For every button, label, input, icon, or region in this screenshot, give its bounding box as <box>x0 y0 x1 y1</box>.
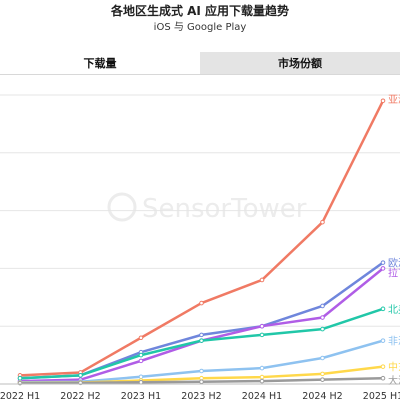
series-line <box>19 307 384 380</box>
data-point <box>199 379 204 384</box>
x-tick-label: 2023 H1 <box>121 391 161 400</box>
data-point <box>138 352 144 358</box>
data-point <box>259 323 265 329</box>
data-point <box>78 373 83 378</box>
tab-downloads[interactable]: 下载量 <box>0 52 200 74</box>
metric-tabs: 下载量 市场份额 <box>0 52 400 75</box>
series-label: 北美 <box>388 303 400 316</box>
data-point <box>380 98 386 104</box>
data-point <box>138 335 144 341</box>
series-lines <box>17 98 386 386</box>
series-label: 中东 <box>388 361 400 374</box>
data-point <box>259 374 265 380</box>
series-label: 大洋洲 <box>388 374 400 387</box>
data-point <box>259 332 265 338</box>
watermark: SensorTower <box>107 192 307 224</box>
x-tick-label: 2022 H1 <box>0 391 40 400</box>
series-label: 亚洲 <box>388 94 400 106</box>
x-tick-label: 2024 H2 <box>302 391 342 400</box>
watermark-logo-icon <box>107 192 137 222</box>
chart-subtitle: iOS 与 Google Play <box>153 22 247 33</box>
data-point <box>380 375 386 381</box>
series-label: 非洲 <box>388 336 400 348</box>
data-point <box>380 266 386 271</box>
series-line <box>19 261 384 380</box>
line-chart: SensorTower 亚洲欧洲拉丁美洲北美非洲中东大洋洲 2022 H1202… <box>0 94 400 400</box>
data-point <box>320 315 325 320</box>
data-point <box>380 364 386 369</box>
data-point <box>199 332 204 338</box>
data-point <box>138 358 144 364</box>
data-point <box>320 303 325 309</box>
data-point <box>380 338 386 343</box>
data-point <box>320 377 325 382</box>
x-tick-label: 2025 H1 <box>363 391 400 400</box>
data-point <box>320 371 325 377</box>
x-tick-label: 2022 H2 <box>60 391 100 400</box>
data-point <box>199 338 204 343</box>
series-label: 拉丁美洲 <box>388 266 400 279</box>
tab-market-share[interactable]: 市场份额 <box>200 52 400 74</box>
data-point <box>259 378 265 384</box>
data-point <box>380 260 386 265</box>
data-point <box>199 300 204 306</box>
data-point <box>199 368 204 374</box>
chart-title: 各地区生成式 AI 应用下载量趋势 <box>110 4 290 18</box>
data-point <box>259 365 265 371</box>
data-point <box>138 374 144 380</box>
x-tick-label: 2024 H1 <box>242 391 282 400</box>
series-line <box>19 267 384 383</box>
series-label: 欧洲 <box>388 258 400 270</box>
x-axis: 2022 H1 2022 H2 2023 H1 2023 H2 2024 H1 2024 … <box>0 383 400 400</box>
data-point <box>380 306 386 312</box>
data-point <box>17 375 23 381</box>
data-point <box>320 326 325 332</box>
x-tick-label: 2023 H2 <box>181 391 221 400</box>
series-labels: 亚洲欧洲拉丁美洲北美非洲中东大洋洲 <box>388 94 400 387</box>
data-point <box>259 277 265 283</box>
watermark-text: SensorTower <box>142 194 307 224</box>
data-point <box>320 355 325 361</box>
data-point <box>320 219 325 225</box>
